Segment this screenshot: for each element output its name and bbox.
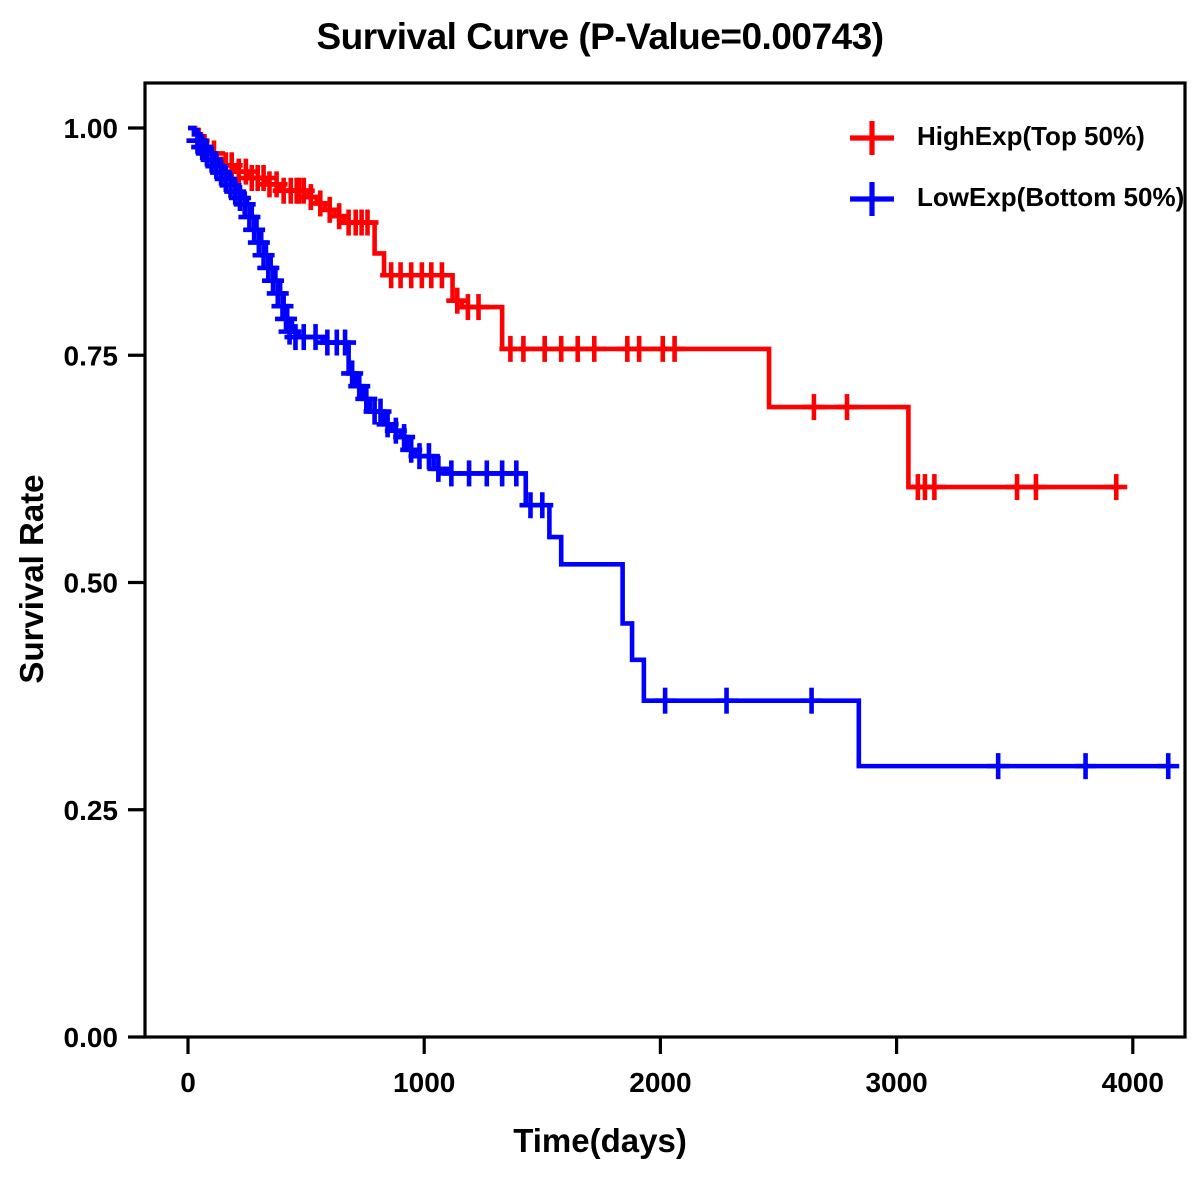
- x-axis-title: Time(days): [513, 1122, 687, 1159]
- x-tick-label: 2000: [629, 1067, 691, 1098]
- legend-label: HighExp(Top 50%): [917, 121, 1145, 151]
- series-low-exp: [186, 125, 1180, 780]
- x-axis-ticks: 0 1000 2000 3000 4000: [180, 1037, 1164, 1098]
- censor-marks: [186, 127, 1180, 780]
- y-tick-label: 0.00: [64, 1022, 119, 1053]
- chart-legend: HighExp(Top 50%) LowExp(Bottom 50%): [850, 121, 1184, 216]
- y-tick-label: 0.25: [64, 795, 119, 826]
- page-title: Survival Curve (P-Value=0.00743): [316, 16, 884, 57]
- y-axis-ticks: 0.00 0.25 0.50 0.75 1.00: [64, 113, 145, 1053]
- series-layer: [186, 125, 1180, 780]
- survival-step-line: [188, 125, 1169, 769]
- x-tick-label: 3000: [865, 1067, 927, 1098]
- y-tick-label: 0.50: [64, 568, 119, 599]
- y-tick-label: 1.00: [64, 113, 119, 144]
- legend-entry-low-exp[interactable]: LowExp(Bottom 50%): [850, 182, 1184, 216]
- legend-entry-high-exp[interactable]: HighExp(Top 50%): [850, 121, 1145, 155]
- x-tick-label: 4000: [1102, 1067, 1164, 1098]
- axis-frame: [143, 81, 1187, 1039]
- x-tick-label: 1000: [393, 1067, 455, 1098]
- x-tick-label: 0: [180, 1067, 196, 1098]
- legend-label: LowExp(Bottom 50%): [917, 182, 1184, 212]
- y-tick-label: 0.75: [64, 340, 119, 371]
